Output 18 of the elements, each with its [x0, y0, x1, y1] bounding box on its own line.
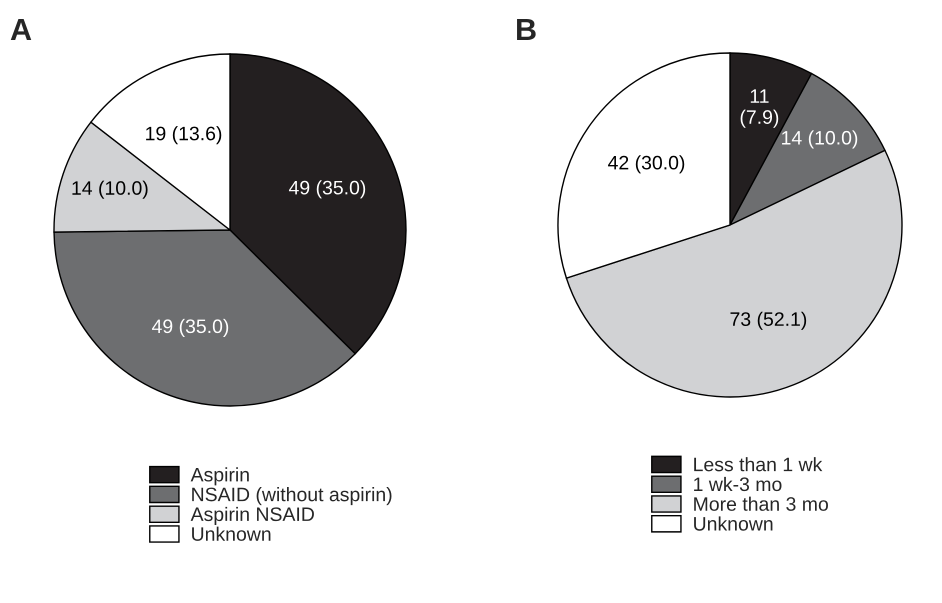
- data-label: 73 (52.1): [730, 312, 806, 330]
- legend-label: More than 3 mo: [694, 496, 828, 511]
- legend-label: Unknown: [192, 526, 270, 541]
- legend-label: Aspirin NSAID: [190, 506, 314, 525]
- data-label: 11 (7.9): [740, 89, 778, 128]
- data-label: 14 (10.0): [782, 130, 858, 148]
- chart-title: B: [517, 18, 536, 40]
- data-label: 42 (30.0): [608, 155, 684, 174]
- chart-title: A: [10, 18, 32, 40]
- data-label: 19 (13.6): [146, 126, 222, 144]
- data-label: 49 (35.0): [288, 180, 366, 198]
- legend-label: Aspirin: [190, 467, 249, 486]
- legend-label: Less than 1 wk: [694, 457, 822, 472]
- data-label: 49 (35.0): [152, 318, 228, 337]
- legend-label: 1 wk-3 mo: [694, 476, 782, 492]
- data-label: 14 (10.0): [72, 180, 148, 199]
- legend-label: NSAID (without aspirin): [192, 487, 392, 506]
- legend-label: Unknown: [694, 516, 772, 531]
